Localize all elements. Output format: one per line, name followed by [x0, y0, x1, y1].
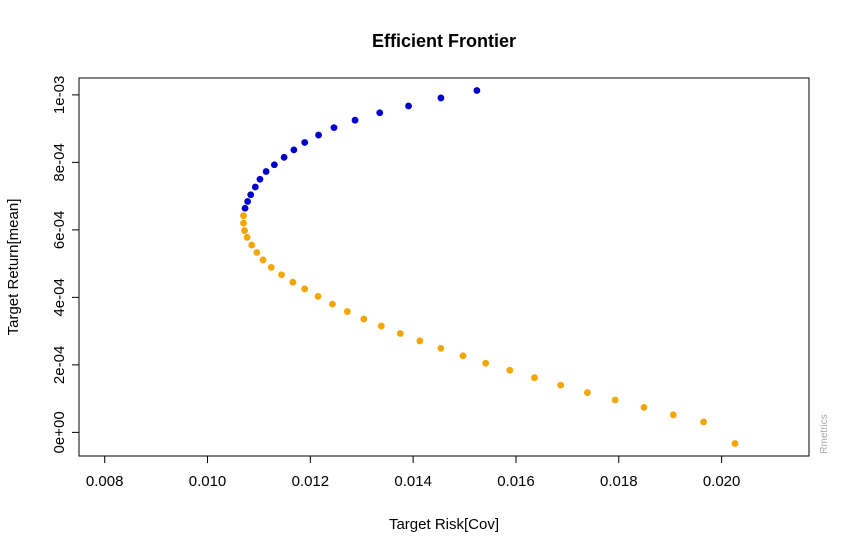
data-point-series-2 — [343, 308, 351, 315]
data-point-series-2 — [506, 366, 514, 374]
data-point-series-1 — [473, 87, 481, 94]
data-point-series-2 — [278, 271, 285, 279]
data-point-series-1 — [437, 94, 445, 102]
data-point-series-2 — [640, 404, 648, 411]
data-point-series-1 — [244, 198, 252, 205]
data-point-series-2 — [267, 263, 275, 271]
x-axis: 0.008 0.010 0.012 0.014 0.016 0.018 0.020 — [86, 455, 741, 490]
y-tick-label: 8e-04 — [51, 143, 68, 181]
data-point-series-2 — [416, 337, 424, 345]
x-tick-label: 0.020 — [703, 473, 741, 490]
y-tick-label: 1e-03 — [51, 76, 68, 114]
x-tick-label: 0.012 — [292, 473, 330, 490]
x-tick-label: 0.010 — [189, 473, 227, 490]
data-point-series-1 — [330, 124, 338, 132]
data-point-series-2 — [329, 300, 336, 308]
data-point-series-2 — [611, 396, 619, 404]
y-tick-label: 2e-04 — [51, 346, 68, 384]
data-point-series-2 — [314, 292, 322, 300]
data-point-series-1 — [247, 191, 255, 199]
data-point-series-2 — [240, 212, 247, 220]
data-point-series-2 — [259, 256, 267, 264]
y-tick-label: 4e-04 — [51, 278, 68, 316]
data-point-series-1 — [301, 139, 309, 146]
x-tick-label: 0.018 — [600, 473, 638, 490]
data-point-series-2 — [301, 285, 309, 293]
data-point-series-2 — [459, 352, 467, 360]
data-point-series-2 — [557, 381, 565, 389]
data-point-series-2 — [669, 411, 677, 419]
data-point-series-2 — [396, 330, 404, 337]
data-points — [240, 87, 739, 447]
data-point-series-2 — [240, 219, 247, 227]
y-axis: 0e+00 2e-04 4e-04 6e-04 8e-04 1e-03 — [51, 76, 80, 453]
data-point-series-2 — [360, 315, 368, 323]
data-point-series-2 — [248, 241, 256, 249]
data-point-series-1 — [241, 204, 249, 212]
x-tick-label: 0.008 — [86, 473, 124, 490]
plot-frame — [78, 77, 810, 457]
data-point-series-1 — [351, 116, 359, 124]
data-point-series-2 — [482, 359, 490, 367]
data-point-series-2 — [531, 374, 538, 382]
data-point-series-2 — [243, 233, 251, 241]
y-tick-label: 0e+00 — [51, 411, 68, 453]
data-point-series-1 — [290, 146, 298, 154]
data-point-series-1 — [280, 153, 288, 161]
data-point-series-2 — [289, 278, 297, 286]
data-point-series-2 — [253, 249, 261, 256]
data-point-series-1 — [270, 161, 278, 169]
data-point-series-2 — [584, 389, 591, 396]
rmetrics-watermark: Rmetrics — [819, 414, 830, 453]
y-tick-label: 6e-04 — [51, 211, 68, 249]
data-point-series-2 — [437, 344, 445, 352]
y-axis-label: Target Return[mean] — [5, 199, 22, 336]
chart-title: Efficient Frontier — [372, 31, 516, 51]
data-point-series-2 — [377, 322, 385, 330]
data-point-series-1 — [262, 168, 270, 175]
data-point-series-2 — [700, 418, 708, 426]
x-axis-label: Target Risk[Cov] — [389, 516, 499, 533]
x-tick-label: 0.016 — [497, 473, 535, 490]
data-point-series-2 — [241, 227, 248, 234]
data-point-series-1 — [376, 109, 384, 117]
data-point-series-1 — [405, 102, 412, 110]
data-point-series-2 — [731, 440, 739, 447]
data-point-series-1 — [256, 175, 264, 183]
data-point-series-1 — [315, 131, 322, 139]
x-tick-label: 0.014 — [394, 473, 432, 490]
data-point-series-1 — [251, 183, 259, 191]
